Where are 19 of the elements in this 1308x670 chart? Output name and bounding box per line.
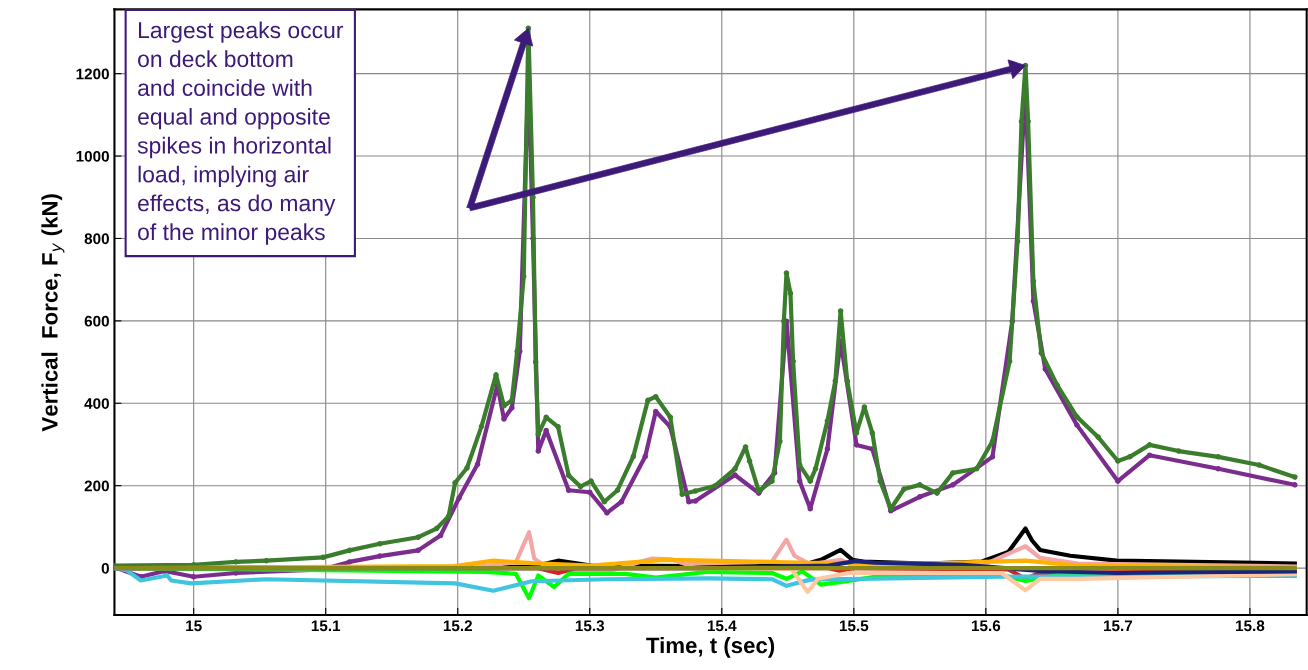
y-tick-label: 600 (84, 315, 109, 327)
y-tick-label: 1000 (76, 150, 109, 162)
y-tick-label: 1200 (76, 68, 109, 80)
y-tick-label: 400 (84, 398, 109, 409)
x-tick-label: 15.5 (839, 620, 869, 632)
x-tick-label: 15.6 (971, 620, 1001, 632)
x-tick-label: 15 (186, 620, 202, 632)
y-axis-title: Vertical Force, F$_{y}$ (kN) (41, 194, 65, 432)
x-tick-label: 15.3 (575, 620, 605, 632)
x-tick-label: 15.1 (311, 620, 341, 632)
annotation: Largest peaks occur on deck bottom and coincide with equal and opposite spikes in horizontal load, implying air effects, as do many of the minor peaks (137, 21, 344, 245)
x-tick-label: 15.8 (1236, 620, 1265, 632)
y-tick-label: 200 (84, 480, 109, 492)
x-tick-label: 15.2 (443, 620, 472, 632)
x-tick-label: 15.4 (707, 620, 737, 632)
x-axis-title: Time, t (sec) (646, 636, 775, 658)
y-tick-label: 0 (101, 562, 109, 574)
y-tick-label: 800 (84, 233, 109, 245)
x-tick-label: 15.7 (1103, 620, 1133, 632)
